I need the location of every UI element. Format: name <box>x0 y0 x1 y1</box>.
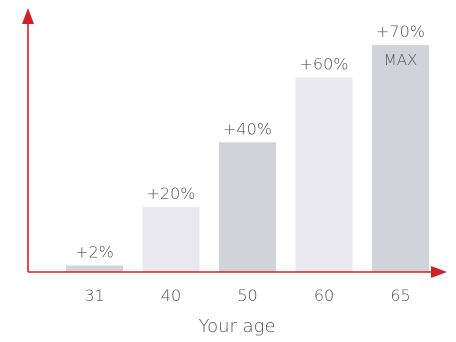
bar-60 <box>295 77 353 272</box>
x-axis-arrow-icon <box>431 266 447 278</box>
value-label-40: +20% <box>147 184 196 203</box>
bar-31 <box>66 265 123 272</box>
tick-label-50: 50 <box>237 286 257 305</box>
bar-40 <box>142 207 200 272</box>
tick-label-40: 40 <box>161 286 181 305</box>
x-tick-labels: 31 40 50 60 65 <box>84 286 410 305</box>
max-label: MAX <box>384 51 417 69</box>
value-label-65: +70% <box>376 22 425 41</box>
tick-label-65: 65 <box>390 286 410 305</box>
y-axis-arrow-icon <box>22 8 34 24</box>
value-label-50: +40% <box>223 119 272 138</box>
bar-65 <box>372 45 429 272</box>
bars <box>66 45 429 272</box>
value-label-31: +2% <box>75 243 114 262</box>
value-labels: +2% +20% +40% +60% +70% <box>75 22 425 262</box>
x-axis-title: Your age <box>198 316 275 337</box>
tick-label-31: 31 <box>84 286 104 305</box>
bar-50 <box>219 142 276 272</box>
value-label-60: +60% <box>300 54 349 73</box>
tick-label-60: 60 <box>314 286 334 305</box>
